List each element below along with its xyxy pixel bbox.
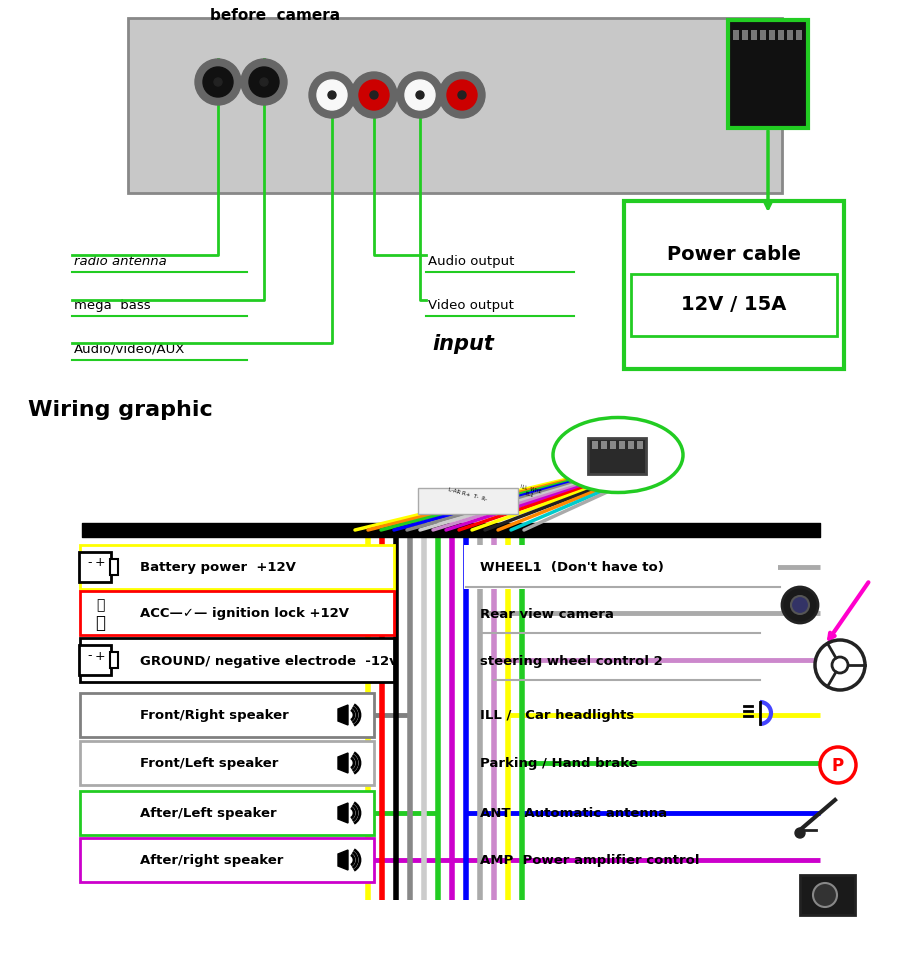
Text: AMP  Power amplifier control: AMP Power amplifier control xyxy=(479,854,699,868)
Text: Front/Left speaker: Front/Left speaker xyxy=(140,758,278,770)
FancyBboxPatch shape xyxy=(786,30,793,40)
Text: P: P xyxy=(831,757,844,775)
Circle shape xyxy=(214,78,221,86)
Circle shape xyxy=(831,657,847,673)
Circle shape xyxy=(819,747,855,783)
FancyBboxPatch shape xyxy=(80,838,374,882)
Text: After/right speaker: After/right speaker xyxy=(140,854,283,868)
Text: After/Left speaker: After/Left speaker xyxy=(140,807,276,821)
Circle shape xyxy=(203,67,232,97)
Text: Front/Right speaker: Front/Right speaker xyxy=(140,710,289,722)
Text: -: - xyxy=(87,649,92,663)
Text: +: + xyxy=(95,556,105,570)
FancyBboxPatch shape xyxy=(795,30,801,40)
Text: ILL  WHE
EL1: ILL WHE EL1 xyxy=(517,484,541,500)
FancyBboxPatch shape xyxy=(80,545,394,589)
FancyBboxPatch shape xyxy=(619,441,624,449)
Text: before  camera: before camera xyxy=(210,8,340,23)
Circle shape xyxy=(794,828,804,838)
Circle shape xyxy=(790,596,808,614)
FancyBboxPatch shape xyxy=(630,274,836,336)
FancyBboxPatch shape xyxy=(80,693,374,737)
FancyBboxPatch shape xyxy=(110,652,118,668)
Text: GROUND/ negative electrode  -12v: GROUND/ negative electrode -12v xyxy=(140,654,397,667)
FancyBboxPatch shape xyxy=(609,441,615,449)
Circle shape xyxy=(814,640,864,690)
Circle shape xyxy=(351,72,396,118)
Text: Power cable: Power cable xyxy=(666,246,800,265)
Circle shape xyxy=(781,587,817,623)
FancyBboxPatch shape xyxy=(727,20,807,128)
Circle shape xyxy=(260,78,268,86)
Ellipse shape xyxy=(552,417,682,493)
FancyBboxPatch shape xyxy=(750,30,756,40)
FancyBboxPatch shape xyxy=(80,638,394,682)
Circle shape xyxy=(415,91,424,99)
Circle shape xyxy=(457,91,466,99)
Circle shape xyxy=(404,80,435,110)
Circle shape xyxy=(317,80,346,110)
Circle shape xyxy=(438,72,485,118)
FancyBboxPatch shape xyxy=(600,441,607,449)
Text: Audio output: Audio output xyxy=(427,255,514,268)
FancyBboxPatch shape xyxy=(759,30,765,40)
FancyBboxPatch shape xyxy=(110,559,118,575)
Circle shape xyxy=(446,80,476,110)
FancyBboxPatch shape xyxy=(768,30,774,40)
Text: input: input xyxy=(432,334,494,354)
Circle shape xyxy=(396,72,443,118)
FancyBboxPatch shape xyxy=(79,645,111,675)
Circle shape xyxy=(370,91,377,99)
Text: steering wheel control 2: steering wheel control 2 xyxy=(479,654,662,667)
FancyBboxPatch shape xyxy=(623,201,843,369)
Text: 12V / 15A: 12V / 15A xyxy=(681,295,786,315)
Circle shape xyxy=(328,91,335,99)
Text: L-AR R+  T-  R-: L-AR R+ T- R- xyxy=(447,487,487,503)
Text: ANT   Automatic antenna: ANT Automatic antenna xyxy=(479,807,666,821)
Text: 🔑: 🔑 xyxy=(96,598,104,612)
Polygon shape xyxy=(338,803,348,823)
FancyBboxPatch shape xyxy=(799,875,854,915)
Text: mega  bass: mega bass xyxy=(74,299,150,312)
Circle shape xyxy=(812,883,836,907)
FancyBboxPatch shape xyxy=(417,488,517,514)
Circle shape xyxy=(359,80,389,110)
Circle shape xyxy=(309,72,354,118)
FancyBboxPatch shape xyxy=(80,591,394,635)
FancyBboxPatch shape xyxy=(588,438,645,474)
Text: -: - xyxy=(87,556,92,570)
FancyBboxPatch shape xyxy=(777,30,783,40)
Text: +: + xyxy=(95,649,105,663)
FancyBboxPatch shape xyxy=(591,441,598,449)
Text: WHEEL1  (Don't have to): WHEEL1 (Don't have to) xyxy=(479,562,663,574)
Circle shape xyxy=(249,67,279,97)
Polygon shape xyxy=(338,753,348,773)
Text: ILL /   Car headlights: ILL / Car headlights xyxy=(479,710,633,722)
FancyBboxPatch shape xyxy=(80,741,374,785)
Text: Audio/video/AUX: Audio/video/AUX xyxy=(74,343,185,356)
FancyBboxPatch shape xyxy=(128,18,781,193)
Polygon shape xyxy=(338,705,348,725)
Circle shape xyxy=(195,59,241,105)
Circle shape xyxy=(241,59,287,105)
Text: Rear view camera: Rear view camera xyxy=(479,607,613,620)
Text: Wiring graphic: Wiring graphic xyxy=(28,400,212,420)
Text: radio antenna: radio antenna xyxy=(74,255,167,268)
FancyBboxPatch shape xyxy=(732,30,738,40)
FancyBboxPatch shape xyxy=(628,441,633,449)
FancyBboxPatch shape xyxy=(636,441,642,449)
Text: ACC—✓— ignition lock +12V: ACC—✓— ignition lock +12V xyxy=(140,607,349,620)
FancyBboxPatch shape xyxy=(79,552,111,582)
FancyBboxPatch shape xyxy=(742,30,747,40)
Text: 🚗: 🚗 xyxy=(95,614,105,632)
FancyBboxPatch shape xyxy=(80,791,374,835)
Polygon shape xyxy=(338,850,348,870)
Text: Parking / Hand brake: Parking / Hand brake xyxy=(479,758,637,770)
FancyBboxPatch shape xyxy=(464,545,777,589)
Text: Battery power  +12V: Battery power +12V xyxy=(140,562,295,574)
Text: Video output: Video output xyxy=(427,299,513,312)
